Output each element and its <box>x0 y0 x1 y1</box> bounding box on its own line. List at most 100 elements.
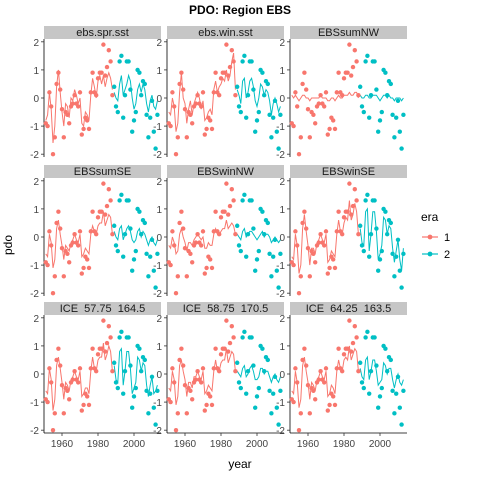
data-point-era-2 <box>249 59 254 64</box>
data-point-era-2 <box>238 248 243 254</box>
y-tick-label: 2 <box>279 177 285 188</box>
data-point-era-1 <box>54 357 59 363</box>
data-point-era-2 <box>392 274 397 279</box>
data-point-era-1 <box>58 87 63 92</box>
data-point-era-2 <box>112 223 117 228</box>
data-point-era-1 <box>76 243 81 248</box>
data-point-era-1 <box>331 394 336 399</box>
data-point-era-2 <box>278 112 283 118</box>
data-point-era-1 <box>76 104 81 109</box>
data-point-era-1 <box>173 427 179 433</box>
data-point-era-1 <box>99 209 104 214</box>
data-point-era-1 <box>354 335 359 340</box>
data-point-era-1 <box>316 101 321 106</box>
data-point-era-1 <box>88 229 94 234</box>
data-point-era-2 <box>245 231 251 237</box>
data-point-era-1 <box>47 229 52 234</box>
data-point-era-1 <box>168 123 173 129</box>
data-point-era-2 <box>128 226 133 231</box>
data-point-era-2 <box>271 115 276 120</box>
data-point-era-2 <box>374 87 379 92</box>
data-point-era-2 <box>276 146 281 151</box>
data-point-era-1 <box>341 215 347 220</box>
data-point-era-1 <box>179 70 184 75</box>
data-point-era-1 <box>90 209 95 214</box>
facet-strip-label: EBSwinSE <box>322 166 375 178</box>
data-point-era-2 <box>144 112 149 118</box>
y-tick-label: 1 <box>33 342 39 353</box>
data-point-era-2 <box>131 394 137 399</box>
data-point-era-2 <box>379 109 384 115</box>
data-point-era-2 <box>112 84 117 89</box>
data-point-era-1 <box>302 70 307 75</box>
data-point-era-2 <box>244 254 249 259</box>
data-point-era-2 <box>363 198 368 203</box>
data-point-era-1 <box>77 366 83 371</box>
data-point-era-1 <box>72 231 77 237</box>
data-point-era-2 <box>276 422 281 427</box>
facet-strip <box>167 26 284 39</box>
data-point-era-1 <box>334 229 339 234</box>
legend-key-point <box>427 251 433 257</box>
data-point-era-1 <box>104 203 110 209</box>
data-point-era-1 <box>226 349 231 354</box>
data-point-era-1 <box>199 380 204 385</box>
data-point-era-2 <box>115 385 121 391</box>
data-point-era-2 <box>361 109 366 115</box>
data-point-era-1 <box>229 48 234 53</box>
data-point-era-1 <box>184 274 189 279</box>
data-point-era-1 <box>313 260 318 265</box>
facet-panel: ICE 57.75 164.5 -2 -1 0 1 2 1960 1980 2000 <box>30 302 161 450</box>
data-point-era-2 <box>392 135 397 140</box>
data-point-era-1 <box>85 118 90 123</box>
data-point-era-1 <box>59 383 65 388</box>
data-point-era-2 <box>272 374 278 380</box>
data-point-era-1 <box>217 368 222 374</box>
facet-panel: ICE 58.75 170.5 -2 -1 0 1 2 1960 1980 2000 <box>153 302 284 450</box>
data-point-era-2 <box>262 92 267 98</box>
data-point-era-1 <box>293 229 298 234</box>
facet-panel: EBSsumSE -2 -1 0 1 2 <box>30 165 161 300</box>
facet-panel: ebs.win.sst -2 -1 0 1 2 <box>153 26 284 161</box>
data-point-era-2 <box>368 368 374 374</box>
y-tick-label: 1 <box>156 205 162 216</box>
data-point-era-1 <box>298 135 303 140</box>
data-point-era-2 <box>113 380 119 385</box>
data-point-era-1 <box>356 368 361 374</box>
data-point-era-2 <box>146 274 151 279</box>
data-point-era-2 <box>249 198 254 203</box>
data-point-era-2 <box>113 243 119 248</box>
data-point-era-2 <box>365 53 370 59</box>
data-point-era-2 <box>365 329 370 335</box>
y-tick-label: -1 <box>276 122 285 133</box>
data-point-era-2 <box>267 251 272 257</box>
data-point-era-2 <box>399 422 404 427</box>
data-point-era-2 <box>267 112 272 118</box>
data-point-era-2 <box>365 192 370 198</box>
data-point-era-2 <box>278 388 283 394</box>
data-point-era-1 <box>327 126 332 132</box>
legend: era 1 2 <box>421 210 450 261</box>
data-point-era-1 <box>202 408 207 413</box>
y-tick-label: -2 <box>30 289 39 300</box>
data-point-era-1 <box>334 366 339 371</box>
data-point-era-2 <box>133 248 138 254</box>
data-point-era-1 <box>345 209 350 214</box>
data-point-era-2 <box>153 422 158 427</box>
data-point-era-1 <box>304 363 309 368</box>
data-point-era-2 <box>144 388 149 394</box>
data-point-era-1 <box>354 198 359 203</box>
series-line-era-1 <box>168 348 236 406</box>
data-point-era-1 <box>170 366 175 371</box>
data-point-era-2 <box>236 104 242 109</box>
data-point-era-1 <box>47 366 52 371</box>
data-point-era-1 <box>88 90 94 95</box>
data-point-era-2 <box>115 248 121 254</box>
data-point-era-2 <box>146 411 151 416</box>
data-point-era-1 <box>300 357 305 363</box>
y-tick-label: -2 <box>276 426 285 437</box>
data-point-era-1 <box>295 243 300 248</box>
data-point-era-2 <box>372 59 377 64</box>
data-point-era-1 <box>86 265 92 271</box>
facet-strip <box>44 26 161 39</box>
